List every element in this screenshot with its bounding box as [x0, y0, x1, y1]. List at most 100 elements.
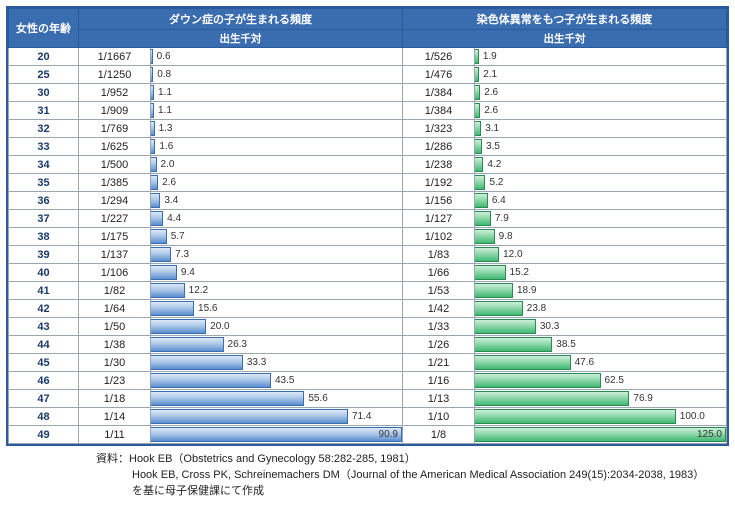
cell-age: 36	[9, 192, 79, 210]
bar-ab	[475, 337, 552, 352]
bar-ds	[151, 49, 153, 64]
bar-ab	[475, 121, 481, 136]
cell-ab-bar: 18.9	[475, 282, 727, 300]
value-ab: 9.8	[499, 228, 513, 245]
cell-ds-ratio: 1/14	[79, 408, 151, 426]
bar-ds	[151, 175, 158, 190]
bar-ab	[475, 49, 479, 64]
cell-age: 43	[9, 318, 79, 336]
table-row: 401/1069.41/6615.2	[9, 264, 727, 282]
table-row: 201/16670.61/5261.9	[9, 48, 727, 66]
cell-ds-ratio: 1/227	[79, 210, 151, 228]
cell-ab-ratio: 1/53	[403, 282, 475, 300]
cell-ds-ratio: 1/50	[79, 318, 151, 336]
value-ab: 30.3	[540, 318, 559, 335]
cell-ab-bar: 23.8	[475, 300, 727, 318]
cell-age: 25	[9, 66, 79, 84]
cell-ab-ratio: 1/8	[403, 426, 475, 444]
value-ab: 38.5	[556, 336, 575, 353]
bar-ds	[151, 85, 154, 100]
bar-ab	[475, 229, 495, 244]
cell-ab-bar: 76.9	[475, 390, 727, 408]
value-ab: 2.6	[484, 102, 498, 119]
value-ds: 71.4	[352, 408, 371, 425]
cell-ds-ratio: 1/11	[79, 426, 151, 444]
value-ds: 33.3	[247, 354, 266, 371]
value-ab: 12.0	[503, 246, 522, 263]
header-ab: 染色体異常をもつ子が生まれる頻度	[403, 9, 727, 30]
bar-ds	[151, 121, 155, 136]
header-age: 女性の年齢	[9, 9, 79, 48]
cell-ab-bar: 5.2	[475, 174, 727, 192]
cell-age: 31	[9, 102, 79, 120]
table-row: 491/1190.91/8125.0	[9, 426, 727, 444]
bar-ab	[475, 265, 506, 280]
cell-ds-bar: 7.3	[151, 246, 403, 264]
cell-ds-ratio: 1/23	[79, 372, 151, 390]
cell-ab-bar: 2.6	[475, 84, 727, 102]
value-ds: 12.2	[189, 282, 208, 299]
bar-ds	[151, 319, 206, 334]
cell-age: 42	[9, 300, 79, 318]
cell-ab-ratio: 1/33	[403, 318, 475, 336]
cell-ds-bar: 1.1	[151, 102, 403, 120]
value-ds: 20.0	[210, 318, 229, 335]
cell-ab-bar: 15.2	[475, 264, 727, 282]
cell-ds-ratio: 1/106	[79, 264, 151, 282]
cell-ds-bar: 43.5	[151, 372, 403, 390]
risk-table: 女性の年齢 ダウン症の子が生まれる頻度 染色体異常をもつ子が生まれる頻度 出生千…	[8, 8, 727, 444]
bar-ab	[475, 193, 488, 208]
cell-ds-bar: 1.3	[151, 120, 403, 138]
cell-ds-ratio: 1/952	[79, 84, 151, 102]
cell-ab-bar: 2.6	[475, 102, 727, 120]
bar-ds	[151, 355, 243, 370]
table-row: 451/3033.31/2147.6	[9, 354, 727, 372]
cell-ds-bar: 71.4	[151, 408, 403, 426]
cell-ds-bar: 3.4	[151, 192, 403, 210]
cell-age: 37	[9, 210, 79, 228]
cell-ds-ratio: 1/175	[79, 228, 151, 246]
bar-ab	[475, 157, 483, 172]
bar-ab	[475, 427, 726, 442]
value-ab: 18.9	[517, 282, 536, 299]
value-ab: 5.2	[489, 174, 503, 191]
cell-ab-bar: 30.3	[475, 318, 727, 336]
cell-age: 33	[9, 138, 79, 156]
cell-ds-ratio: 1/769	[79, 120, 151, 138]
cell-ds-bar: 5.7	[151, 228, 403, 246]
cell-ds-ratio: 1/30	[79, 354, 151, 372]
bar-ds	[151, 301, 194, 316]
cell-ab-ratio: 1/42	[403, 300, 475, 318]
cell-ds-ratio: 1/625	[79, 138, 151, 156]
bar-ab	[475, 103, 480, 118]
cell-age: 39	[9, 246, 79, 264]
header-ds-sub: 出生千対	[79, 30, 403, 48]
value-ds: 1.3	[159, 120, 173, 137]
value-ds: 0.8	[157, 66, 171, 83]
bar-ab	[475, 175, 485, 190]
table-row: 351/3852.61/1925.2	[9, 174, 727, 192]
cell-ab-bar: 125.0	[475, 426, 727, 444]
cell-ds-bar: 90.9	[151, 426, 403, 444]
table-row: 371/2274.41/1277.9	[9, 210, 727, 228]
table-row: 481/1471.41/10100.0	[9, 408, 727, 426]
value-ds: 1.1	[158, 84, 172, 101]
value-ab: 76.9	[633, 390, 652, 407]
cell-age: 40	[9, 264, 79, 282]
cell-ab-bar: 12.0	[475, 246, 727, 264]
cell-ab-ratio: 1/192	[403, 174, 475, 192]
value-ds: 2.0	[161, 156, 175, 173]
cell-age: 35	[9, 174, 79, 192]
value-ab: 125.0	[697, 426, 722, 443]
cell-ds-ratio: 1/38	[79, 336, 151, 354]
cell-ab-bar: 4.2	[475, 156, 727, 174]
cell-ds-ratio: 1/64	[79, 300, 151, 318]
cell-ab-bar: 1.9	[475, 48, 727, 66]
table-row: 461/2343.51/1662.5	[9, 372, 727, 390]
cell-age: 47	[9, 390, 79, 408]
bar-ds	[151, 337, 224, 352]
cell-ab-ratio: 1/286	[403, 138, 475, 156]
value-ds: 5.7	[171, 228, 185, 245]
bar-ds	[151, 409, 348, 424]
value-ab: 1.9	[483, 48, 497, 65]
